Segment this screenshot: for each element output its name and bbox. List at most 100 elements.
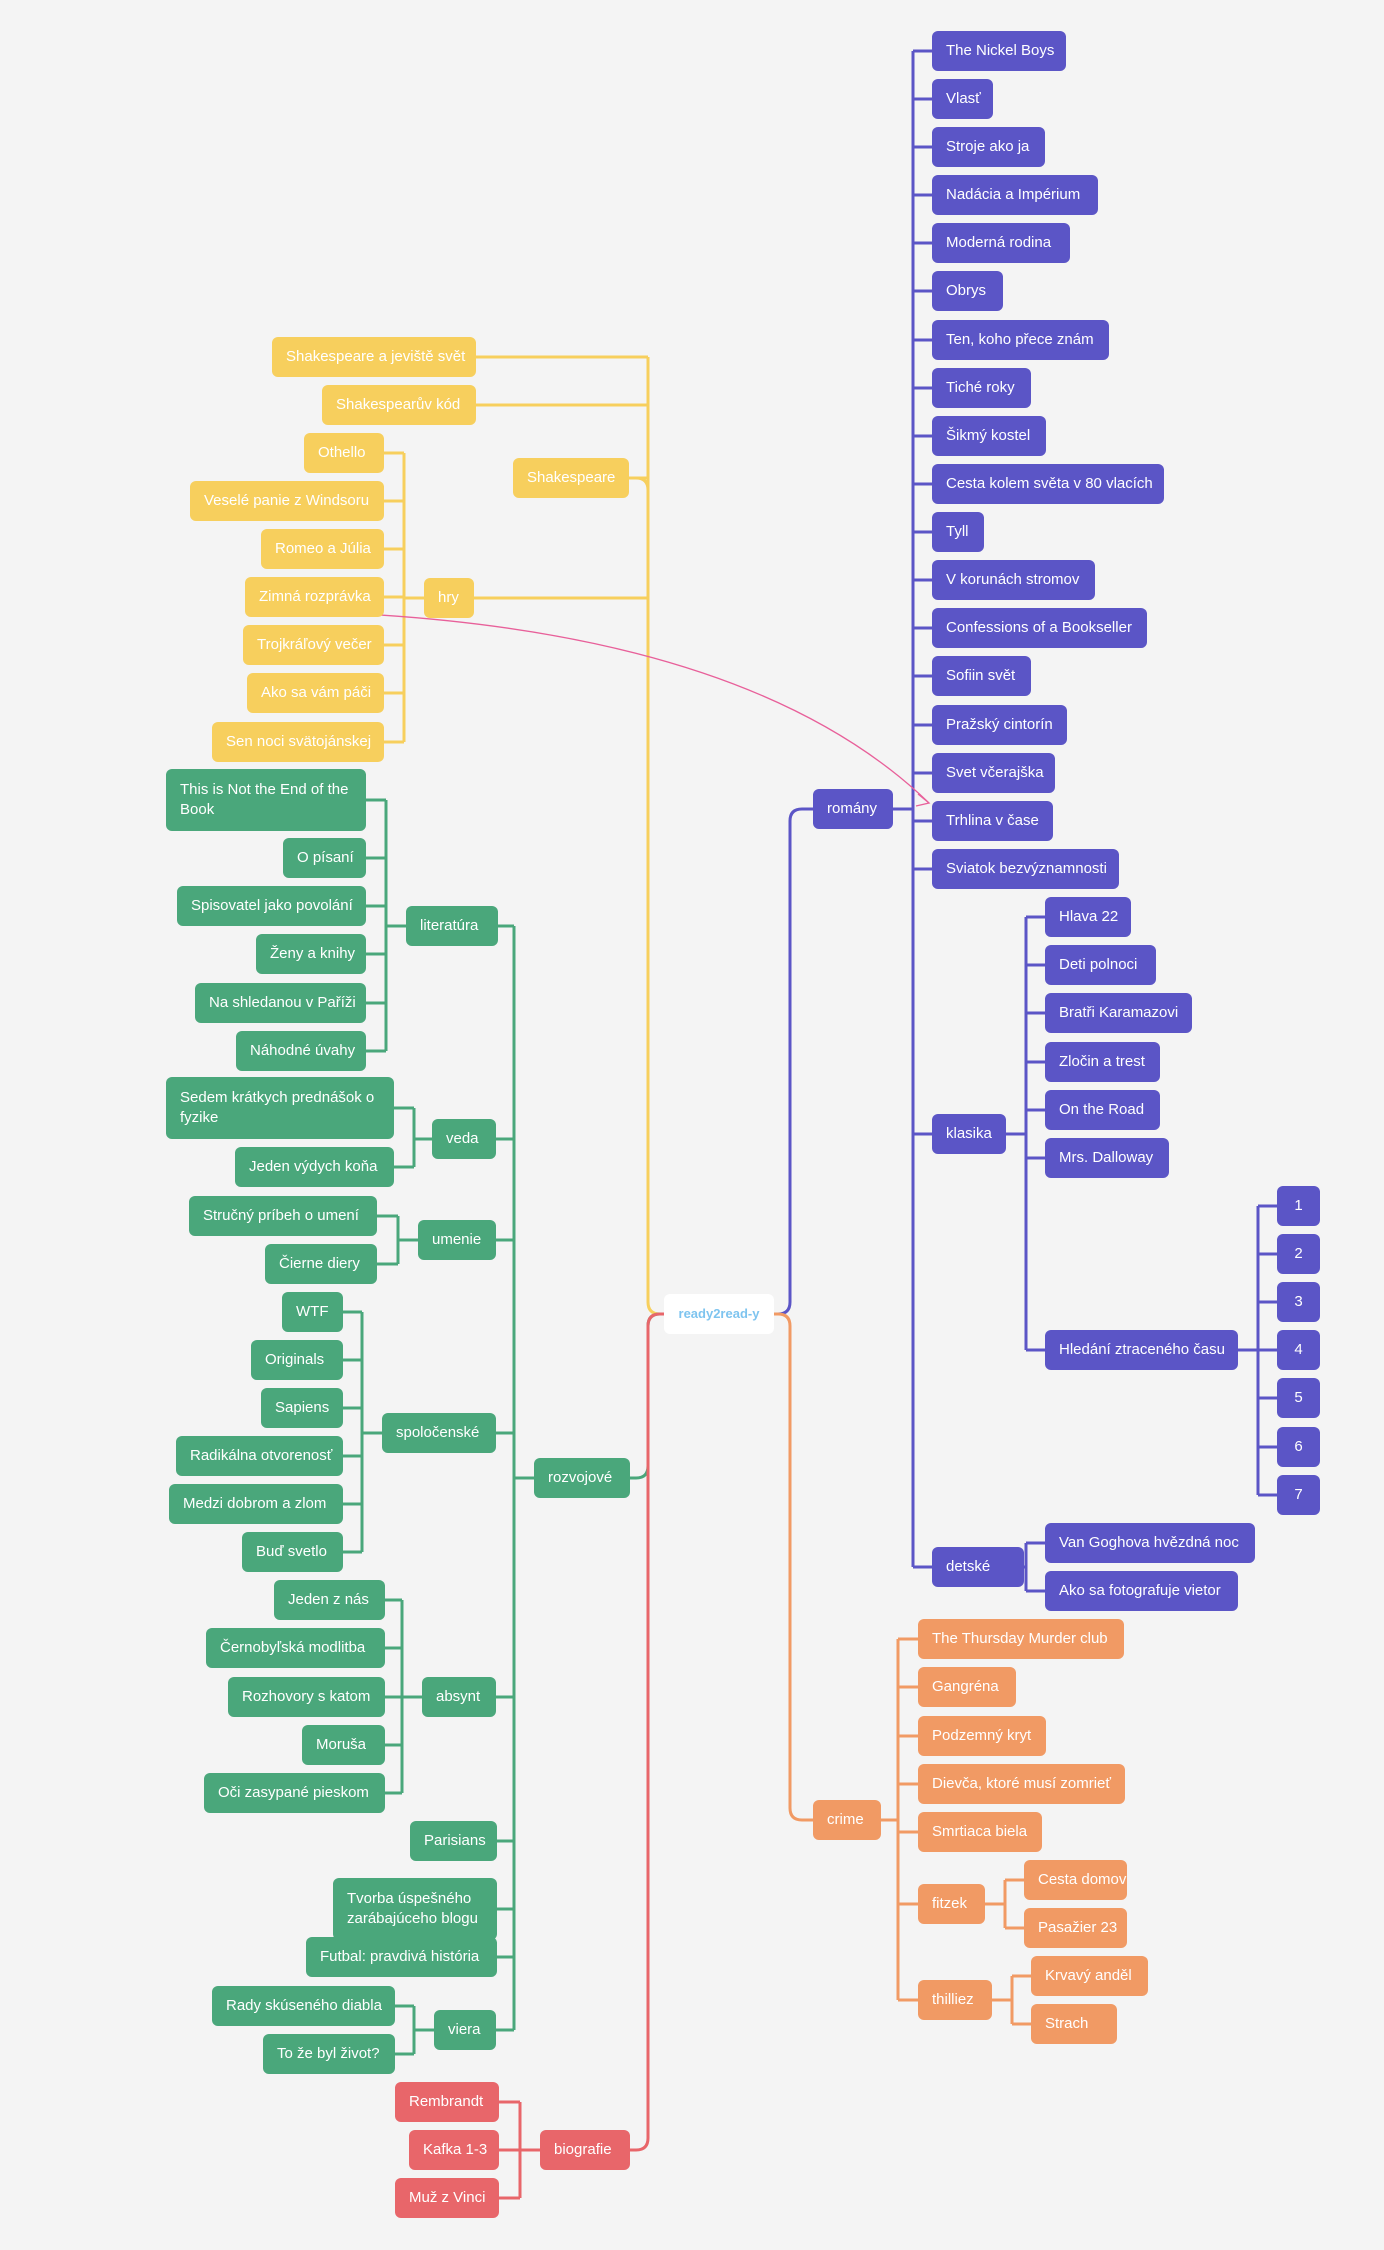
book-parisians[interactable]: Parisians bbox=[410, 1821, 497, 1861]
book-strach[interactable]: Strach bbox=[1031, 2004, 1117, 2044]
book-romeo-a-julia[interactable]: Romeo a Júlia bbox=[261, 529, 384, 569]
book-rozhovory-s-katom[interactable]: Rozhovory s katom bbox=[228, 1677, 385, 1717]
book-othello[interactable]: Othello bbox=[304, 433, 384, 473]
group-thilliez[interactable]: thilliez bbox=[918, 1980, 992, 2020]
book-nahodne-uvahy[interactable]: Náhodné úvahy bbox=[236, 1031, 366, 1071]
book-dievca-ktore-musi-zomriet[interactable]: Dievča, ktoré musí zomrieť bbox=[918, 1764, 1125, 1804]
book-zimna-rozpravka[interactable]: Zimná rozprávka bbox=[245, 577, 384, 617]
book-jeden-vydych-kona[interactable]: Jeden výdych koňa bbox=[235, 1147, 394, 1187]
book-sedem-kratkych-prednasok-o-fyzike[interactable]: Sedem krátkych prednášok o fyzike bbox=[166, 1077, 394, 1139]
book-van-goghova-hvezdna-noc[interactable]: Van Goghova hvězdná noc bbox=[1045, 1523, 1255, 1563]
book-zlocin-a-trest[interactable]: Zločin a trest bbox=[1045, 1042, 1160, 1082]
book-1[interactable]: 1 bbox=[1277, 1186, 1320, 1226]
group-detske[interactable]: detské bbox=[932, 1547, 1024, 1587]
book-cierne-diery[interactable]: Čierne diery bbox=[265, 1244, 377, 1284]
branch-shakespeare[interactable]: Shakespeare bbox=[513, 458, 629, 498]
group-viera[interactable]: viera bbox=[434, 2010, 496, 2050]
book-medzi-dobrom-a-zlom[interactable]: Medzi dobrom a zlom bbox=[169, 1484, 343, 1524]
book-bud-svetlo[interactable]: Buď svetlo bbox=[242, 1532, 343, 1572]
book-prazsky-cintorin[interactable]: Pražský cintorín bbox=[932, 705, 1067, 745]
group-umenie[interactable]: umenie bbox=[418, 1220, 496, 1260]
book-stroje-ako-ja[interactable]: Stroje ako ja bbox=[932, 127, 1045, 167]
book-mrs-dalloway[interactable]: Mrs. Dalloway bbox=[1045, 1138, 1169, 1178]
book-kafka-1-3[interactable]: Kafka 1-3 bbox=[409, 2130, 499, 2170]
book-rady-skuseneho-diabla[interactable]: Rady skúseného diabla bbox=[212, 1986, 395, 2026]
book-gangrena[interactable]: Gangréna bbox=[918, 1667, 1016, 1707]
branch-rozvojove[interactable]: rozvojové bbox=[534, 1458, 630, 1498]
book-5[interactable]: 5 bbox=[1277, 1378, 1320, 1418]
book-wtf[interactable]: WTF bbox=[282, 1292, 343, 1332]
book-krvavy-andel[interactable]: Krvavý anděl bbox=[1031, 1956, 1148, 1996]
book-podzemny-kryt[interactable]: Podzemný kryt bbox=[918, 1716, 1046, 1756]
book-cernobylska-modlitba[interactable]: Černobyľská modlitba bbox=[206, 1628, 385, 1668]
relationship-arrowhead bbox=[915, 793, 931, 807]
group-fitzek[interactable]: fitzek bbox=[918, 1884, 985, 1924]
book-sikmy-kostel[interactable]: Šikmý kostel bbox=[932, 416, 1046, 456]
book-vesele-panie-z-windsoru[interactable]: Veselé panie z Windsoru bbox=[190, 481, 384, 521]
book-trojkralovy-vecer[interactable]: Trojkráľový večer bbox=[243, 625, 384, 665]
book-futbal-pravdiva-historia[interactable]: Futbal: pravdivá história bbox=[306, 1937, 497, 1977]
book-sviatok-bezvyznamnosti[interactable]: Sviatok bezvýznamnosti bbox=[932, 849, 1119, 889]
book-hlava-22[interactable]: Hlava 22 bbox=[1045, 897, 1131, 937]
group-klasika[interactable]: klasika bbox=[932, 1114, 1006, 1154]
book-sofiin-svet[interactable]: Sofiin svět bbox=[932, 656, 1031, 696]
book-pasazier-23[interactable]: Pasažier 23 bbox=[1024, 1908, 1127, 1948]
book-6[interactable]: 6 bbox=[1277, 1427, 1320, 1467]
book-tiche-roky[interactable]: Tiché roky bbox=[932, 368, 1031, 408]
book-v-korunach-stromov[interactable]: V korunách stromov bbox=[932, 560, 1095, 600]
book-radikalna-otvorenost[interactable]: Radikálna otvorenosť bbox=[176, 1436, 343, 1476]
book-zeny-a-knihy[interactable]: Ženy a knihy bbox=[256, 934, 366, 974]
book-tvorba-uspesneho-zarabajuceho-blogu[interactable]: Tvorba úspešného zarábajúceho blogu bbox=[333, 1878, 497, 1940]
book-sapiens[interactable]: Sapiens bbox=[261, 1388, 343, 1428]
book-svet-vcerajska[interactable]: Svet včerajška bbox=[932, 753, 1055, 793]
book-on-the-road[interactable]: On the Road bbox=[1045, 1090, 1160, 1130]
book-sen-noci-svatojanskej[interactable]: Sen noci svätojánskej bbox=[212, 722, 384, 762]
book-rembrandt[interactable]: Rembrandt bbox=[395, 2082, 499, 2122]
book-moderna-rodina[interactable]: Moderná rodina bbox=[932, 223, 1070, 263]
book-shakespeare-a-jeviste-svet[interactable]: Shakespeare a jeviště svět bbox=[272, 337, 476, 377]
book-obrys[interactable]: Obrys bbox=[932, 271, 1003, 311]
group-hry[interactable]: hry bbox=[424, 578, 474, 618]
group-spolocenske[interactable]: spoločenské bbox=[382, 1413, 496, 1453]
book-oci-zasypane-pieskom[interactable]: Oči zasypané pieskom bbox=[204, 1773, 385, 1813]
branch-romany[interactable]: romány bbox=[813, 789, 893, 829]
book-o-pisani[interactable]: O písaní bbox=[283, 838, 366, 878]
book-ako-sa-vam-paci[interactable]: Ako sa vám páči bbox=[247, 673, 384, 713]
book-this-is-not-the-end-of-the-book[interactable]: This is Not the End of the Book bbox=[166, 769, 366, 831]
book-deti-polnoci[interactable]: Deti polnoci bbox=[1045, 945, 1156, 985]
book-2[interactable]: 2 bbox=[1277, 1234, 1320, 1274]
book-cesta-kolem-sveta-v-80-vlacich[interactable]: Cesta kolem světa v 80 vlacích bbox=[932, 464, 1164, 504]
book-nadacia-a-imperium[interactable]: Nadácia a Impérium bbox=[932, 175, 1098, 215]
group-literatura[interactable]: literatúra bbox=[406, 906, 498, 946]
group-hledani-ztraceneho-casu[interactable]: Hledání ztraceného času bbox=[1045, 1330, 1238, 1370]
book-morusa[interactable]: Moruša bbox=[302, 1725, 385, 1765]
book-strucny-pribeh-o-umeni[interactable]: Stručný príbeh o umení bbox=[189, 1196, 377, 1236]
book-confessions-of-a-bookseller[interactable]: Confessions of a Bookseller bbox=[932, 608, 1147, 648]
book-muz-z-vinci[interactable]: Muž z Vinci bbox=[395, 2178, 499, 2218]
book-shakespearuv-kod[interactable]: Shakespearův kód bbox=[322, 385, 476, 425]
book-smrtiaca-biela[interactable]: Smrtiaca biela bbox=[918, 1812, 1042, 1852]
book-na-shledanou-v-parizi[interactable]: Na shledanou v Paříži bbox=[195, 983, 366, 1023]
book-originals[interactable]: Originals bbox=[251, 1340, 343, 1380]
book-cesta-domov[interactable]: Cesta domov bbox=[1024, 1860, 1127, 1900]
branch-biografie[interactable]: biografie bbox=[540, 2130, 630, 2170]
book-the-thursday-murder-club[interactable]: The Thursday Murder club bbox=[918, 1619, 1124, 1659]
relationship-arrow bbox=[379, 614, 930, 804]
book-7[interactable]: 7 bbox=[1277, 1475, 1320, 1515]
book-4[interactable]: 4 bbox=[1277, 1330, 1320, 1370]
book-3[interactable]: 3 bbox=[1277, 1282, 1320, 1322]
root-ready2read-y[interactable]: ready2read-y bbox=[664, 1294, 774, 1334]
book-trhlina-v-case[interactable]: Trhlina v čase bbox=[932, 801, 1053, 841]
book-ako-sa-fotografuje-vietor[interactable]: Ako sa fotografuje vietor bbox=[1045, 1571, 1238, 1611]
book-vlast[interactable]: Vlasť bbox=[932, 79, 993, 119]
book-spisovatel-jako-povolani[interactable]: Spisovatel jako povolání bbox=[177, 886, 366, 926]
book-tyll[interactable]: Tyll bbox=[932, 512, 984, 552]
group-veda[interactable]: veda bbox=[432, 1119, 496, 1159]
book-to-ze-byl-zivot[interactable]: To že byl život? bbox=[263, 2034, 395, 2074]
group-absynt[interactable]: absynt bbox=[422, 1677, 496, 1717]
book-the-nickel-boys[interactable]: The Nickel Boys bbox=[932, 31, 1066, 71]
branch-crime[interactable]: crime bbox=[813, 1800, 881, 1840]
book-bratri-karamazovi[interactable]: Bratři Karamazovi bbox=[1045, 993, 1192, 1033]
book-ten-koho-prece-znam[interactable]: Ten, koho přece znám bbox=[932, 320, 1109, 360]
book-jeden-z-nas[interactable]: Jeden z nás bbox=[274, 1580, 385, 1620]
